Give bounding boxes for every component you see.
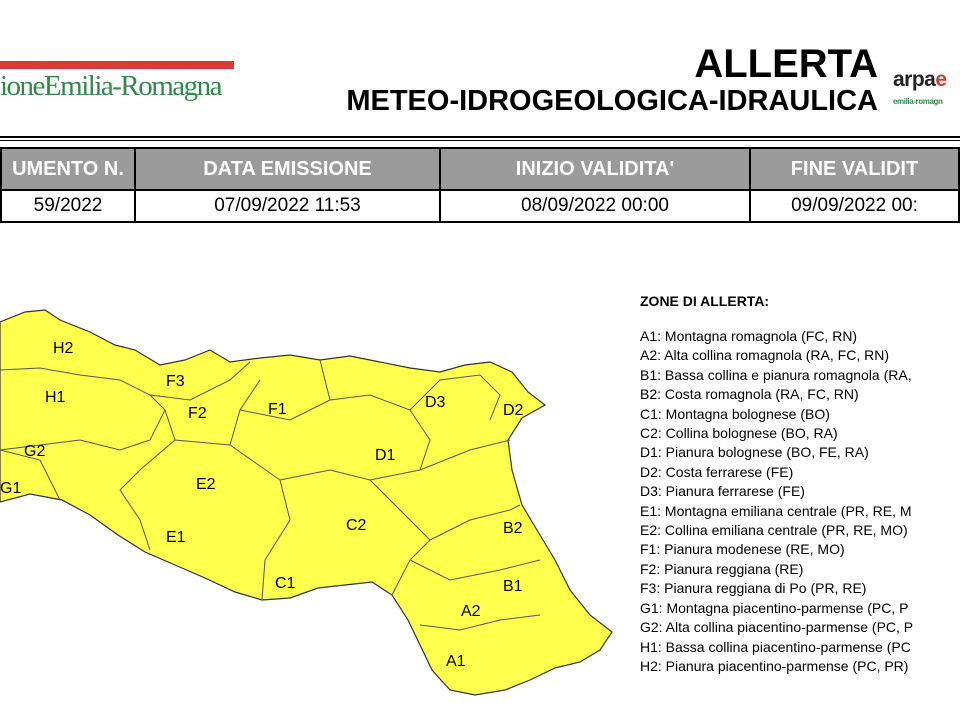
alert-zones-legend: ZONE DI ALLERTA: A1: Montagna romagnola … — [640, 293, 958, 676]
zone-label-d3: D3 — [425, 394, 446, 411]
alert-zone-map: H2 H1 G2 G1 F3 F2 F1 E2 E1 D3 D2 D1 C2 C… — [0, 309, 613, 696]
header-validity-start: INIZIO VALIDITA' — [439, 147, 751, 191]
legend-title: ZONE DI ALLERTA: — [640, 293, 770, 309]
zone-label-b1: B1 — [503, 578, 523, 595]
header-validity-end: FINE VALIDIT — [749, 147, 960, 191]
region-logo: ioneEmilia-Romagna — [0, 70, 223, 102]
legend-item: F2: Pianura reggiana (RE) — [640, 560, 804, 577]
header-document-number: UMENTO N. — [0, 147, 136, 191]
zone-label-h1: H1 — [45, 389, 66, 406]
legend-item: E2: Collina emiliana centrale (PR, RE, M… — [640, 522, 908, 539]
validity-start: 08/09/2022 00:00 — [439, 189, 751, 223]
legend-item: C2: Collina bolognese (BO, RA) — [640, 425, 838, 442]
bulletin-info-table: UMENTO N. DATA EMISSIONE INIZIO VALIDITA… — [0, 147, 960, 223]
legend-item: D2: Costa ferrarese (FE) — [640, 463, 794, 480]
zone-label-d1: D1 — [375, 447, 396, 464]
zone-borders — [0, 359, 541, 631]
zone-labels: H2 H1 G2 G1 F3 F2 F1 E2 E1 D3 D2 D1 C2 C… — [0, 340, 524, 670]
zone-label-h2: H2 — [53, 340, 74, 357]
legend-item: C1: Montagna bolognese (BO) — [640, 405, 830, 422]
legend-item: D3: Pianura ferrarese (FE) — [640, 483, 805, 500]
zone-label-c2: C2 — [346, 517, 367, 534]
issue-date: 07/09/2022 11:53 — [134, 189, 441, 223]
zone-label-d2: D2 — [503, 402, 524, 419]
zone-label-f3: F3 — [166, 373, 185, 390]
divider — [0, 136, 960, 138]
document-number: 59/2022 — [0, 189, 136, 223]
page-subtitle: METEO-IDROGEOLOGICA-IDRAULICA — [346, 85, 878, 117]
legend-item: B2: Costa romagnola (RA, FC, RN) — [640, 386, 859, 403]
legend-item: D1: Pianura bolognese (BO, FE, RA) — [640, 444, 869, 461]
legend-item: G1: Montagna piacentino-parmense (PC, P — [640, 599, 909, 616]
zone-label-f1: F1 — [268, 401, 287, 418]
zone-label-a1: A1 — [446, 653, 466, 670]
legend-item: B1: Bassa collina e pianura romagnola (R… — [640, 366, 912, 383]
zone-label-f2: F2 — [188, 405, 207, 422]
region-logo-bar — [0, 61, 234, 69]
zone-label-g2: G2 — [24, 443, 45, 460]
zone-label-e1: E1 — [166, 529, 186, 546]
zone-label-c1: C1 — [275, 575, 296, 592]
arpae-logo: arpae — [893, 68, 947, 91]
region-outline — [0, 309, 613, 696]
zone-label-g1: G1 — [0, 480, 21, 497]
page-title: ALLERTA — [694, 42, 878, 86]
validity-end: 09/09/2022 00: — [749, 189, 960, 223]
legend-item: A2: Alta collina romagnola (RA, FC, RN) — [640, 347, 889, 364]
legend-item: F1: Pianura modenese (RE, MO) — [640, 541, 845, 558]
header-issue-date: DATA EMISSIONE — [134, 147, 441, 191]
legend-item: F3: Pianura reggiana di Po (PR, RE) — [640, 580, 867, 597]
legend-item: H1: Bassa collina piacentino-parmense (P… — [640, 638, 911, 655]
divider — [0, 140, 960, 141]
legend-item: E1: Montagna emiliana centrale (PR, RE, … — [640, 502, 912, 519]
arpae-logo-subtitle: emilia-romagn — [893, 97, 943, 106]
legend-item: G2: Alta collina piacentino-parmense (PC… — [640, 619, 914, 636]
zone-label-e2: E2 — [196, 476, 216, 493]
legend-item: A1: Montagna romagnola (FC, RN) — [640, 328, 858, 344]
zone-label-a2: A2 — [461, 603, 481, 620]
zone-label-b2: B2 — [503, 520, 523, 537]
legend-item: H2: Pianura piacentino-parmense (PC, PR) — [640, 657, 909, 674]
